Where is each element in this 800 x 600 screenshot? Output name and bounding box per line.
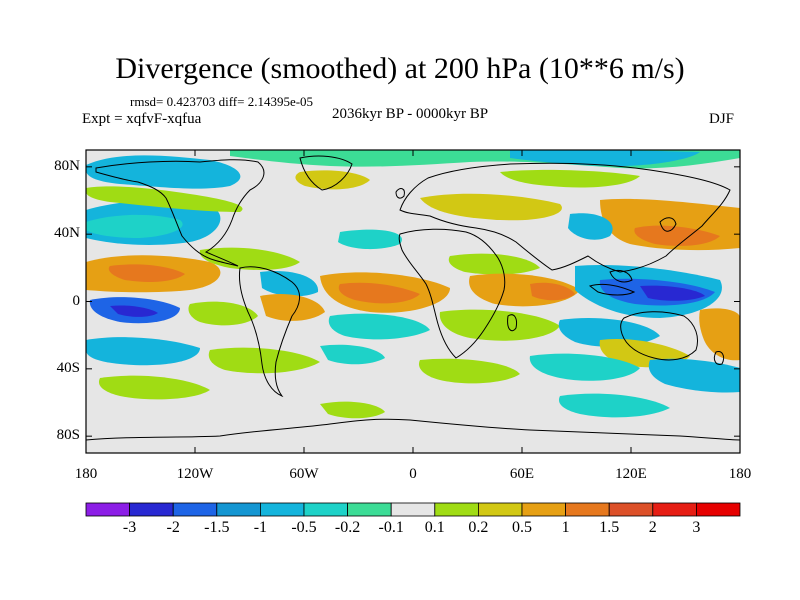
colorbar-swatch <box>172 502 218 517</box>
colorbar-level-label: -1 <box>253 519 268 536</box>
field-band <box>98 375 210 400</box>
colorbar-level-label: -3 <box>122 519 137 536</box>
colorbar-swatch <box>521 502 566 517</box>
field-band <box>86 337 200 366</box>
field-band <box>295 170 370 190</box>
field-band <box>86 186 243 212</box>
map-title: Divergence (smoothed) at 200 hPa (10**6 … <box>115 52 685 85</box>
colorbar-swatch <box>129 502 174 517</box>
lat-tick-label: 40N <box>54 225 80 242</box>
colorbar-swatch <box>696 502 741 517</box>
colorbar-swatch <box>477 502 523 517</box>
field-band <box>558 317 660 347</box>
field-band <box>328 313 430 340</box>
coastline-north-america <box>95 159 265 267</box>
colorbar-swatch <box>303 502 348 517</box>
coastline-africa <box>398 228 506 359</box>
colorbar-swatch <box>565 502 610 517</box>
field-band <box>320 401 385 419</box>
field-band <box>510 150 700 166</box>
coastline-eurasia <box>399 162 731 273</box>
colorbar-swatch <box>608 502 654 517</box>
field-band <box>699 308 740 361</box>
lon-tick-label: 0 <box>409 466 417 482</box>
coastline-new-zealand <box>713 351 725 365</box>
field-band <box>320 344 385 365</box>
field-band <box>420 193 562 221</box>
field-band <box>260 293 325 321</box>
lon-tick-label: 60E <box>509 466 535 482</box>
field-band <box>338 282 420 304</box>
colorbar-swatch <box>652 502 697 517</box>
rmsd-stats: rmsd= 0.423703 diff= 2.14395e-05 <box>130 94 314 109</box>
field-band <box>568 213 613 240</box>
field-band <box>640 285 705 301</box>
field-band <box>86 214 183 238</box>
lon-tick-label: 60W <box>289 466 319 482</box>
field-band <box>529 353 640 381</box>
experiment-label: Expt = xqfvF-xqfua <box>82 111 202 127</box>
field-band <box>500 169 640 188</box>
coastline-south-america <box>239 266 300 398</box>
field-band <box>338 229 402 250</box>
period-label: 2036kyr BP - 0000kyr BP <box>331 106 489 122</box>
field-band <box>448 253 540 275</box>
field-band <box>199 247 300 270</box>
field-band <box>418 358 520 384</box>
colorbar-level-label: -0.5 <box>291 519 317 536</box>
colorbar-swatch <box>216 502 261 517</box>
coastline-british-isles <box>395 188 405 199</box>
colorbar <box>85 502 741 517</box>
colorbar-swatch <box>85 502 130 517</box>
colorbar-level-label: 3 <box>692 519 701 536</box>
colorbar-level-label: 0.1 <box>424 519 445 536</box>
lon-tick-label: 120E <box>615 466 647 482</box>
coastline-borneo <box>609 269 633 283</box>
coastline-maritime-continent <box>588 283 636 296</box>
lat-tick-label: 80N <box>54 157 80 174</box>
field-band <box>260 270 319 297</box>
colorbar-swatch <box>390 502 436 517</box>
colorbar-level-label: -2 <box>166 519 180 536</box>
lon-tick-label: 180 <box>728 466 752 482</box>
colorbar-swatch <box>434 502 479 517</box>
field-band <box>188 301 258 326</box>
colorbar-level-label: 1.5 <box>599 519 620 536</box>
field-band <box>439 309 560 341</box>
field-band <box>558 393 670 418</box>
colorbar-level-label: 1 <box>561 519 570 536</box>
axis-ticks <box>85 150 741 453</box>
field-band <box>530 282 575 301</box>
field-band <box>108 264 185 282</box>
coastline-madagascar <box>507 314 517 332</box>
season-label: DJF <box>709 111 735 127</box>
coastline-japan <box>659 217 677 232</box>
lat-tick-label: 40S <box>56 359 80 376</box>
colorbar-level-label: 2 <box>648 519 657 536</box>
colorbar-level-label: 0.2 <box>468 519 489 536</box>
coastlines <box>86 155 740 441</box>
colorbar-swatch <box>259 502 305 517</box>
lat-tick-label: 0 <box>72 292 81 309</box>
colorbar-level-label: -0.2 <box>334 519 361 536</box>
coastline-greenland <box>299 155 353 191</box>
divergence-field <box>86 150 740 419</box>
colorbar-level-label: -1.5 <box>204 519 230 536</box>
coastline-australia <box>620 311 698 361</box>
field-band <box>110 305 158 317</box>
lon-tick-label: 180 <box>74 466 98 482</box>
colorbar-level-label: -0.1 <box>378 519 404 536</box>
field-band <box>208 347 320 374</box>
coastline-antarctica <box>86 418 740 441</box>
colorbar-swatch <box>347 502 392 517</box>
field-band <box>634 225 720 246</box>
lon-tick-label: 120W <box>176 466 214 482</box>
colorbar-level-label: 0.5 <box>512 519 532 536</box>
field-band <box>648 358 740 393</box>
lat-tick-label: 80S <box>56 427 80 444</box>
